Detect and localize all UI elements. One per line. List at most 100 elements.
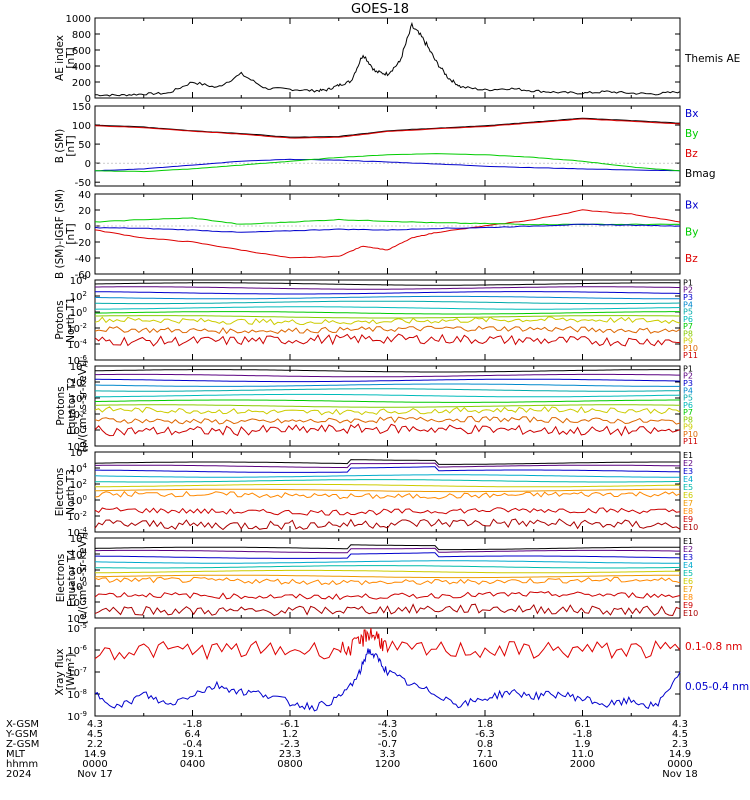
legend-bsm: Bx: [685, 108, 698, 120]
footer-label: Z-GSM: [6, 739, 39, 750]
footer-value: 0400: [180, 759, 205, 770]
footer-label: X-GSM: [6, 719, 39, 730]
band-en-5: [94, 483, 681, 488]
ytick-label-pe: 100: [70, 392, 87, 405]
legend-pe: P8: [683, 415, 693, 424]
ylabel-bsm: B (SM): [54, 129, 66, 163]
ytick-label-en: 102: [70, 478, 87, 491]
legend-xray: 0.05-0.4 nm: [685, 681, 749, 693]
footer-value: 23.3: [279, 749, 301, 760]
legend-ae: Themis AE: [684, 53, 740, 65]
ytick-label-ee: 10-2: [67, 596, 87, 609]
legend-ee: E8: [683, 593, 693, 602]
band-pe-4: [95, 388, 681, 392]
band-pe-3: [94, 383, 680, 387]
band-pe-1: [95, 373, 680, 378]
ytick-label-ee: 102: [70, 564, 87, 577]
legend-pn: P2: [683, 286, 693, 295]
band-pn-9: [94, 325, 681, 335]
footer-value: 1.2: [282, 729, 298, 740]
legend-pe: P3: [683, 379, 693, 388]
series-xray-0-05-0-4-nm: [94, 648, 681, 712]
legend-bdiff: Bx: [685, 200, 698, 212]
legend-pn: P3: [683, 293, 693, 302]
ytick-label-pn: 104: [70, 274, 88, 287]
band-en-8: [94, 507, 681, 516]
series-bsm-Bz: [94, 118, 681, 139]
band-pn-3: [94, 295, 680, 300]
ylabel-ee: Equator T4: [66, 549, 78, 607]
legend-pn: P5: [683, 308, 693, 317]
series-ae-Themis-AE: [94, 21, 681, 97]
ytick-label-xray: 10-9: [67, 710, 87, 723]
band-en-3: [94, 474, 680, 478]
legend-en: E8: [683, 507, 693, 516]
footer-value: 4.5: [87, 729, 103, 740]
footer-value: 0000: [667, 759, 692, 770]
ytick-label-bdiff: -40: [75, 254, 91, 265]
band-pn-1: [95, 286, 680, 290]
footer-label: hhmm: [6, 759, 38, 770]
ytick-label-bsm: 100: [72, 121, 91, 132]
legend-ee: E1: [683, 537, 693, 546]
legend-ee: E9: [683, 601, 693, 610]
legend-pe: P6: [683, 401, 693, 410]
ytick-label-bdiff: -20: [75, 238, 91, 249]
band-pe-10: [94, 423, 681, 437]
ytick-label-pn: 10-2: [67, 322, 87, 335]
legend-en: E9: [683, 515, 693, 524]
footer-label: Y-GSM: [5, 729, 38, 740]
legend-en: E6: [683, 491, 693, 500]
band-pn-5: [94, 306, 681, 310]
footer-value: 4.3: [87, 719, 103, 730]
ytick-label-ae: 1000: [66, 14, 91, 25]
footer-value: 0800: [277, 759, 302, 770]
ytick-label-ee: 100: [70, 580, 87, 593]
ytick-label-pe: 10-2: [67, 408, 87, 421]
ytick-label-xray: 10-8: [67, 688, 87, 701]
ylabel-pe: Protons: [55, 386, 67, 425]
ytick-label-bdiff: 0: [85, 222, 91, 233]
ylabel-bdiff: [nT]: [65, 223, 77, 244]
footer-year: 2024: [6, 769, 31, 780]
footer-value: 11.0: [571, 749, 593, 760]
band-pe-9: [94, 415, 681, 425]
ytick-label-ee: 10-4: [67, 612, 87, 625]
ytick-label-pe: 10-6: [67, 440, 87, 453]
legend-pn: P7: [683, 322, 693, 331]
panel-frame-bsm: [94, 105, 681, 187]
footer-value: 4.5: [672, 729, 688, 740]
band-pe-2: [95, 378, 681, 383]
ytick-label-en: 10-2: [67, 510, 87, 523]
footer-value: 2000: [570, 759, 595, 770]
ytick-label-en: 100: [70, 494, 87, 507]
ytick-label-pe: 104: [70, 360, 88, 373]
ylabel-pn: Protons: [54, 300, 66, 339]
ytick-label-bdiff: 40: [78, 190, 91, 201]
ytick-label-bsm: 0: [85, 159, 91, 170]
panel-frame-pe: [94, 365, 681, 447]
legend-en: E5: [683, 483, 693, 492]
band-ee-9: [94, 603, 681, 617]
footer-value: -6.3: [475, 729, 495, 740]
ylabel-xray: Xray flux: [54, 649, 66, 696]
legend-pn: P1: [683, 278, 693, 287]
band-ee-5: [94, 569, 681, 574]
ylabel-ee: [e/(cm²-s-sr-keV)]: [77, 532, 89, 624]
legend-pn: P4: [683, 300, 693, 309]
ylabel-bsm: [nT]: [65, 135, 77, 156]
legend-pe: P7: [683, 408, 693, 417]
legend-xray: 0.1-0.8 nm: [685, 641, 742, 653]
ytick-label-pn: 10-6: [67, 354, 87, 367]
footer-value: -4.3: [378, 719, 398, 730]
legend-ee: E4: [683, 561, 693, 570]
footer-value: 14.9: [84, 749, 106, 760]
footer-value: 6.1: [575, 719, 591, 730]
legend-en: E4: [683, 475, 693, 484]
ytick-label-ae: 400: [72, 62, 91, 73]
footer-value: 6.4: [185, 729, 201, 740]
band-ee-2: [95, 552, 681, 559]
series-bdiff-Bx: [94, 223, 681, 233]
band-pn-4: [95, 300, 681, 305]
